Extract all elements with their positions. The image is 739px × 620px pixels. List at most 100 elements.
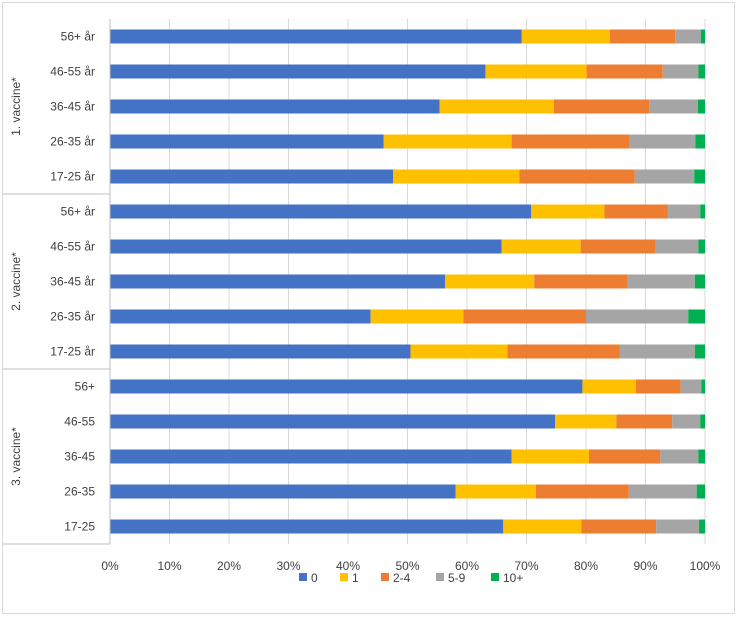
category-labels: 56+ år 46-55 år 36-45 år 26-35 år 17-25 år 1.…: [9, 30, 95, 534]
bar-segment-1: [485, 64, 587, 79]
bar-segment-1: [439, 99, 554, 114]
category-label: 36-45 år: [50, 275, 95, 289]
bar-segment-5-9: [634, 169, 695, 184]
legend-swatch: [491, 573, 499, 581]
x-tick-labels: 0% 10% 20% 30% 40% 50% 60% 70% 80% 90% 100%: [101, 559, 720, 573]
bar-segment-0: [110, 274, 445, 289]
x-tick-label: 80%: [574, 559, 598, 573]
bar-segment-5-9: [655, 239, 699, 254]
category-label: 17-25 år: [50, 170, 95, 184]
bar-segment-10plus: [688, 309, 705, 324]
bar-segment-1: [455, 484, 537, 499]
bar-segment-10plus: [698, 239, 705, 254]
group-label: 2. vaccine*: [9, 252, 23, 311]
bar-segment-5-9: [680, 379, 702, 394]
bar-segment-2-4: [553, 99, 650, 114]
bar-segment-10plus: [697, 99, 705, 114]
x-tick-label: 50%: [395, 559, 419, 573]
bar-segment-5-9: [672, 414, 701, 429]
bar-segment-10plus: [694, 344, 705, 359]
x-tick-label: 90%: [633, 559, 657, 573]
legend-label: 5-9: [448, 571, 466, 585]
bar-segment-0: [110, 99, 440, 114]
chart-frame: 56+ år 46-55 år 36-45 år 26-35 år 17-25 år 1.…: [2, 2, 735, 614]
bar-segment-10plus: [699, 519, 705, 534]
bar-segment-1: [582, 379, 636, 394]
bar-segment-0: [110, 344, 411, 359]
stacked-bar-chart: 56+ år 46-55 år 36-45 år 26-35 år 17-25 år 1.…: [3, 19, 721, 585]
bar-segment-1: [501, 239, 581, 254]
group-label: 3. vaccine*: [9, 427, 23, 486]
legend-swatch: [436, 573, 444, 581]
bar-segment-0: [110, 169, 394, 184]
bar-segment-2-4: [588, 449, 661, 464]
bar-segment-2-4: [534, 274, 628, 289]
bar-segment-0: [110, 29, 522, 44]
bar-segment-0: [110, 239, 502, 254]
bar-segment-0: [110, 204, 532, 219]
bar-segment-1: [383, 134, 512, 149]
bar-segment-10plus: [698, 449, 705, 464]
category-label: 36-45 år: [50, 100, 95, 114]
bar-segment-5-9: [649, 99, 698, 114]
bar-segment-1: [444, 274, 535, 289]
category-label: 36-45: [64, 450, 95, 464]
category-label: 46-55: [64, 415, 95, 429]
bar-segment-2-4: [616, 414, 673, 429]
bar-segment-5-9: [660, 449, 699, 464]
bar-segment-1: [370, 309, 464, 324]
bar-segment-2-4: [507, 344, 620, 359]
bar-segment-1: [503, 519, 582, 534]
bar-segment-2-4: [604, 204, 668, 219]
bar-segment-5-9: [627, 274, 695, 289]
legend: 0 1 2-4 5-9 10+: [299, 571, 523, 585]
category-label: 26-35 år: [50, 310, 95, 324]
category-label: 26-35: [64, 485, 95, 499]
bar-segment-2-4: [581, 519, 657, 534]
bar-segment-10plus: [701, 379, 705, 394]
bar-segment-0: [110, 519, 504, 534]
bar-segment-5-9: [662, 64, 699, 79]
x-tick-label: 10%: [157, 559, 181, 573]
bar-segment-1: [410, 344, 508, 359]
legend-label: 2-4: [393, 571, 411, 585]
bar-segment-2-4: [511, 134, 630, 149]
bar-segment-1: [511, 449, 589, 464]
bar-segment-10plus: [700, 29, 705, 44]
bar-segment-2-4: [609, 29, 676, 44]
bar-segment-2-4: [580, 239, 656, 254]
bar-segment-5-9: [656, 519, 700, 534]
legend-label: 0: [311, 571, 318, 585]
x-tick-label: 20%: [217, 559, 241, 573]
bar-segment-10plus: [694, 274, 705, 289]
legend-label: 10+: [503, 571, 523, 585]
category-label: 46-55 år: [50, 65, 95, 79]
legend-swatch: [299, 573, 307, 581]
bar-segment-0: [110, 484, 456, 499]
bar-segment-10plus: [698, 64, 705, 79]
bar-segment-0: [110, 414, 556, 429]
category-label: 56+ år: [61, 205, 95, 219]
bar-segment-2-4: [519, 169, 635, 184]
bar-segment-0: [110, 134, 384, 149]
bar-segment-10plus: [695, 134, 705, 149]
category-label: 17-25: [64, 520, 95, 534]
bar-segment-5-9: [586, 309, 689, 324]
x-tick-label: 0%: [101, 559, 119, 573]
category-label: 56+ år: [61, 30, 95, 44]
bar-segment-5-9: [629, 134, 696, 149]
x-tick-label: 60%: [455, 559, 479, 573]
bar-segment-0: [110, 64, 486, 79]
axes: [3, 19, 111, 545]
bar-segment-10plus: [696, 484, 705, 499]
x-tick-label: 100%: [690, 559, 721, 573]
bar-segment-10plus: [694, 169, 705, 184]
bar-segment-0: [110, 449, 512, 464]
category-label: 26-35 år: [50, 135, 95, 149]
bar-segment-2-4: [536, 484, 629, 499]
bar-segment-5-9: [675, 29, 701, 44]
bar-segment-2-4: [463, 309, 586, 324]
legend-label: 1: [352, 571, 359, 585]
bar-segment-2-4: [586, 64, 663, 79]
x-tick-label: 40%: [336, 559, 360, 573]
